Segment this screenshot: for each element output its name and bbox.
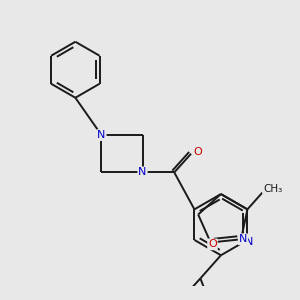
- Text: N: N: [138, 167, 147, 177]
- Text: N: N: [239, 234, 247, 244]
- Text: CH₃: CH₃: [263, 184, 282, 194]
- Text: O: O: [208, 239, 217, 249]
- Text: N: N: [97, 130, 106, 140]
- Text: N: N: [245, 237, 254, 247]
- Text: O: O: [194, 147, 202, 157]
